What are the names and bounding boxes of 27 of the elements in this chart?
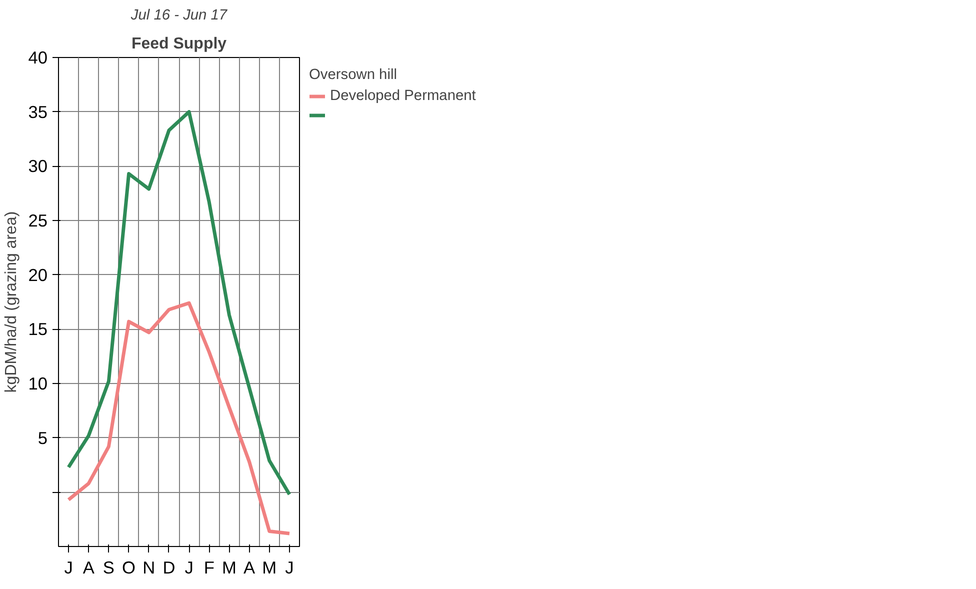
legend-label: Developed Permanent <box>330 88 476 104</box>
x-tick-label: M <box>222 558 236 578</box>
x-tick-label: J <box>184 558 194 578</box>
chart-title: Feed Supply <box>131 36 227 52</box>
x-tick-label: O <box>122 558 136 578</box>
y-tick-label: 30 <box>28 156 48 176</box>
x-tick-label: A <box>244 558 256 578</box>
line-series <box>66 301 292 536</box>
x-tick-label: A <box>82 558 95 578</box>
line-series <box>66 110 292 496</box>
y-axis-title: kgDM/ha/d (grazing area) <box>3 211 20 393</box>
y-tick-label: 25 <box>28 210 48 230</box>
y-tick-label: 15 <box>28 319 48 340</box>
x-tick-label: D <box>162 558 176 578</box>
x-tick-label: J <box>285 558 294 578</box>
chart-subtitle: Jul 16 - Jun 17 <box>130 8 228 24</box>
x-tick-label: J <box>64 558 73 578</box>
x-tick-label: M <box>262 558 277 578</box>
y-tick-label: 5 <box>38 428 48 448</box>
x-tick-label: S <box>102 558 114 578</box>
y-tick-label: 10 <box>28 374 48 394</box>
x-tick-label: N <box>142 558 156 578</box>
legend-title: Oversown hill <box>309 67 398 83</box>
x-tick-label: F <box>204 558 214 578</box>
y-tick-label: 40 <box>28 48 48 68</box>
y-tick-label: 35 <box>28 102 48 122</box>
y-tick-label: 20 <box>28 264 48 285</box>
